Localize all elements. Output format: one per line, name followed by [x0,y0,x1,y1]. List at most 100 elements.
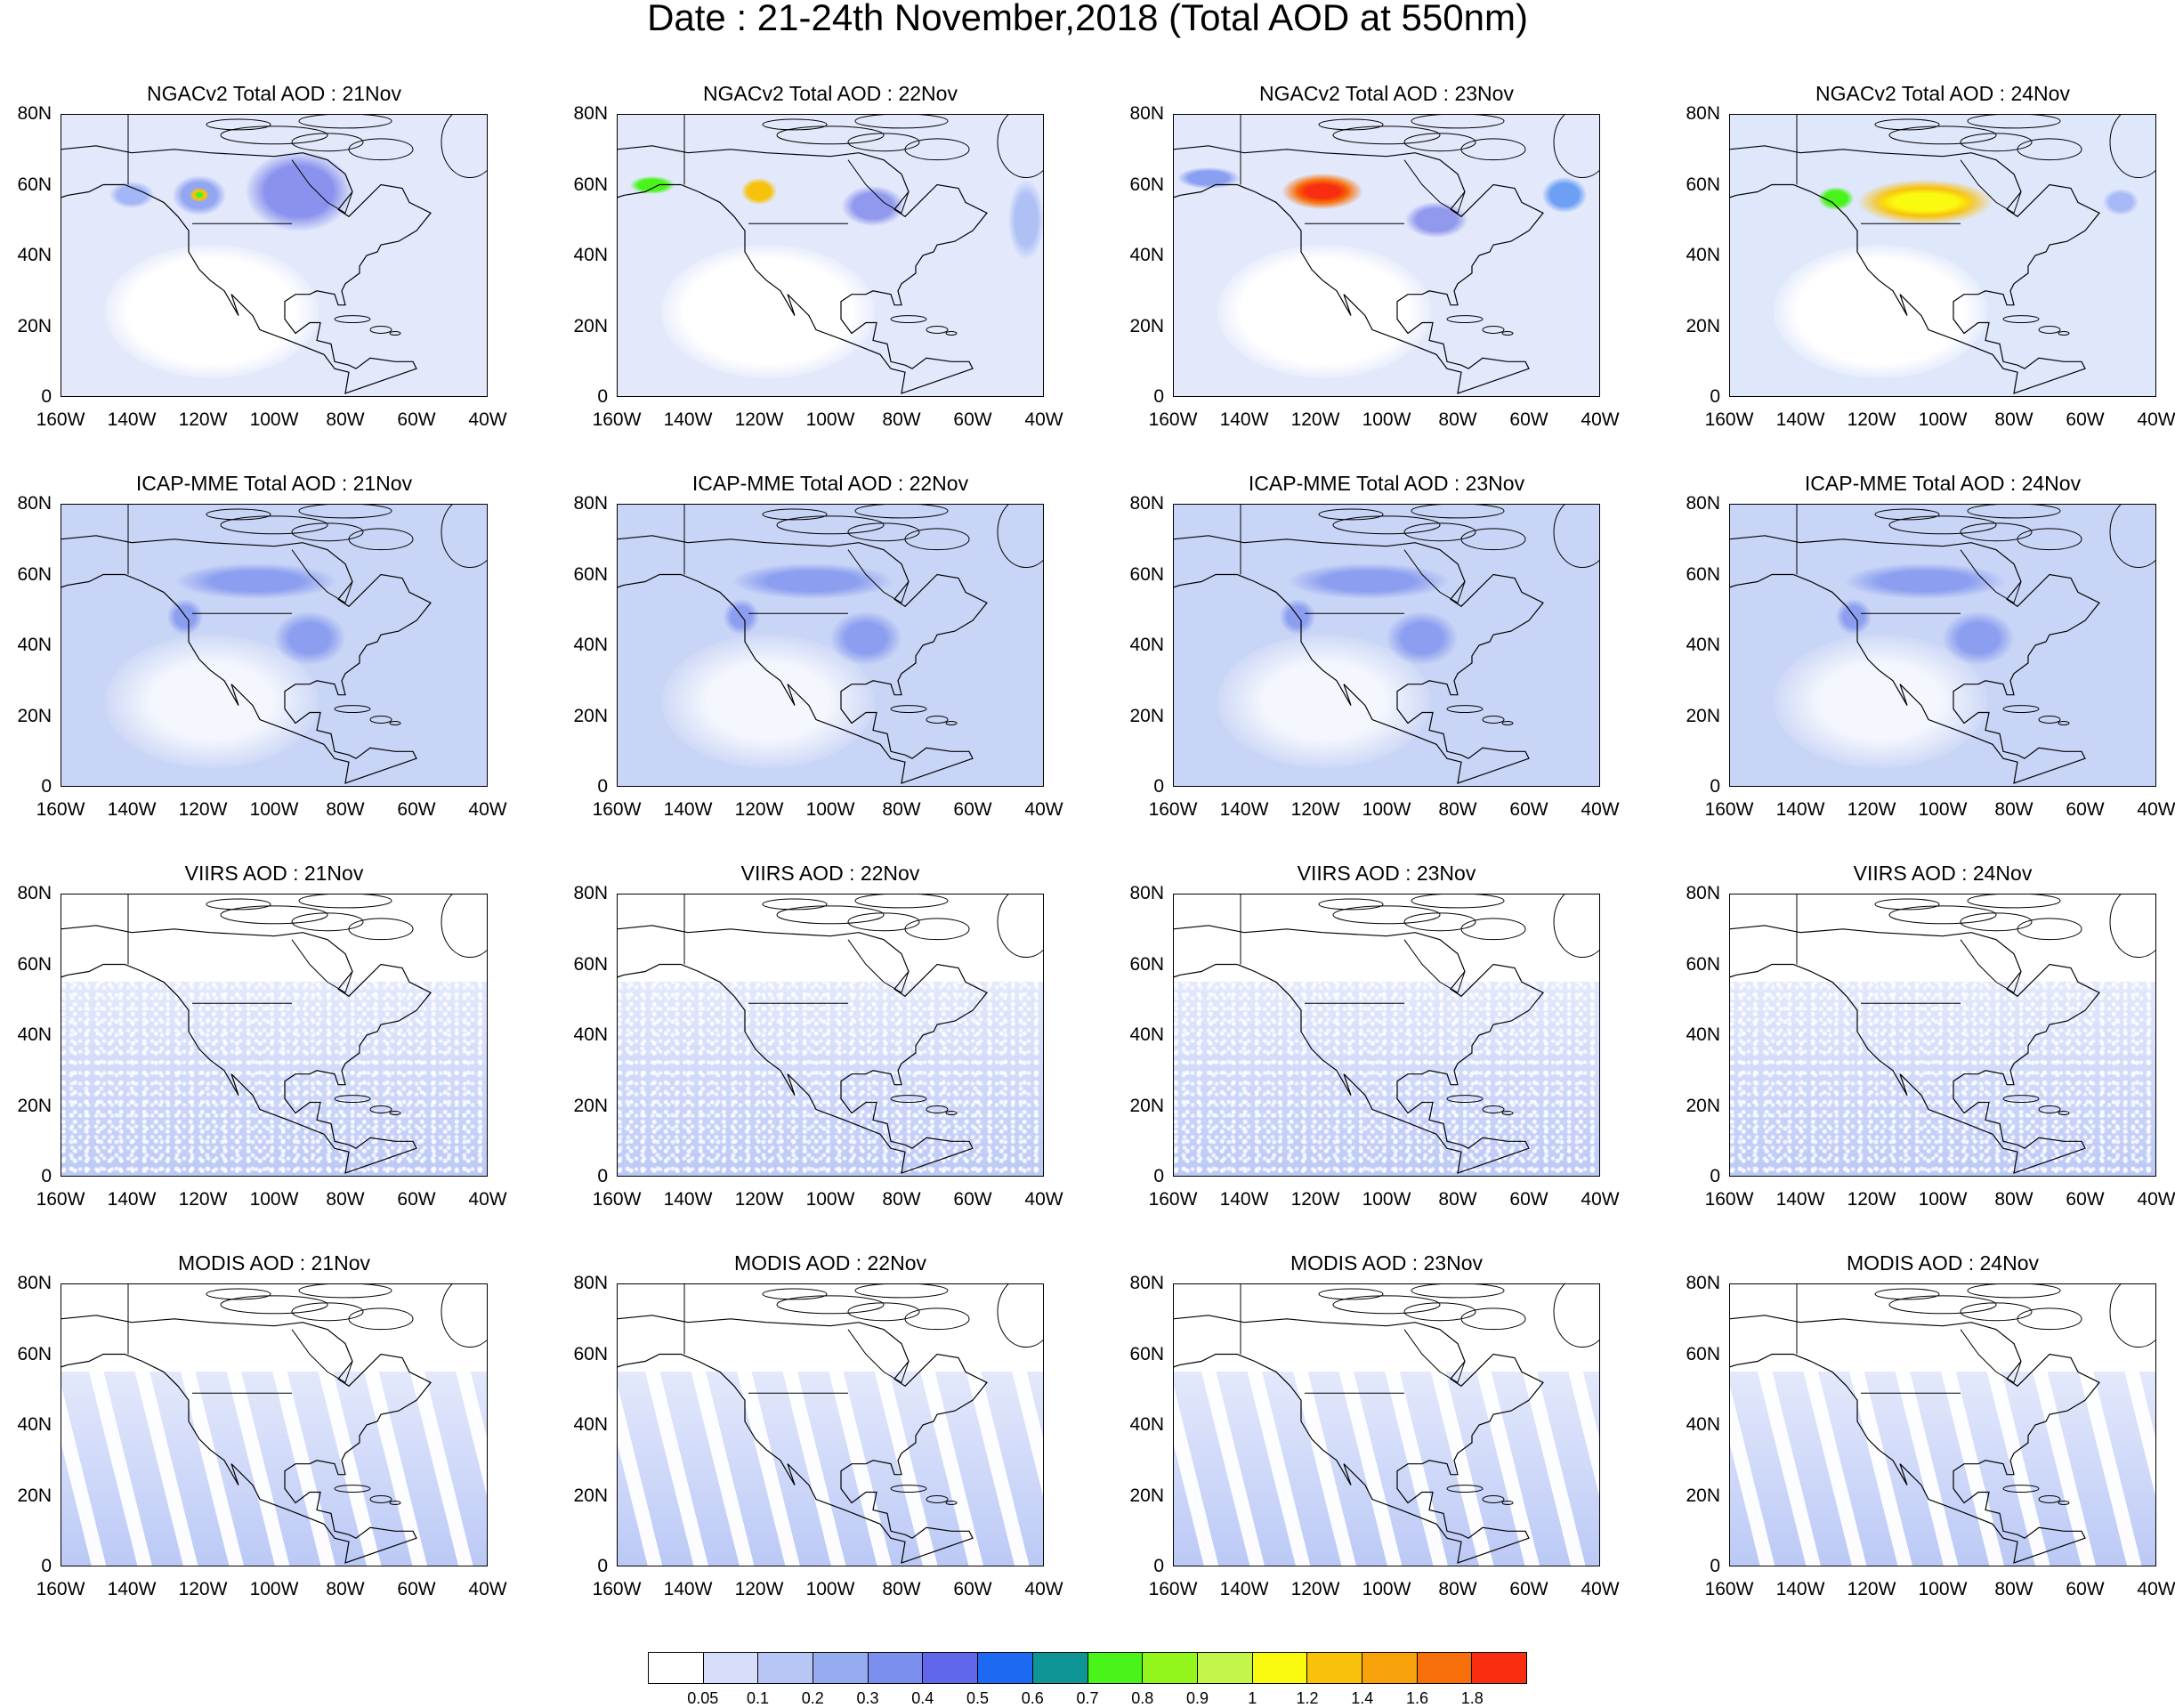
aod-hotspot [732,563,893,600]
x-tick-label: 60W [953,409,992,430]
colorbar-swatch [1088,1653,1144,1683]
aod-retrieval-area [61,982,488,1177]
map-plot [1173,894,1600,1177]
y-tick-label: 40N [573,635,608,655]
map-plot [617,1283,1044,1566]
aod-hotspot [1836,599,1872,635]
y-tick-label: 0 [41,776,52,797]
y-tick-label: 60N [1686,1343,1720,1364]
x-tick-label: 60W [397,1189,436,1210]
map-plot [1173,1283,1600,1566]
panel-title: NGACv2 Total AOD : 24Nov [1815,82,2070,105]
x-tick-label: 140W [663,409,713,430]
map-plot [1729,894,2156,1177]
y-tick-label: 0 [1153,1556,1164,1576]
y-tick-label: 80N [1686,493,1720,514]
coastline-outline [1729,114,2156,394]
x-tick-label: 80W [1994,799,2034,820]
x-tick-label: 140W [107,1579,157,1599]
colorbar-label: 0.3 [856,1689,879,1707]
aod-hotspot [1818,187,1854,211]
y-tick-label: 80N [573,1273,608,1293]
y-tick-label: 60N [1129,563,1164,585]
x-tick-label: 40W [1581,409,1620,430]
x-tick-label: 120W [1847,1579,1896,1599]
y-tick-label: 0 [1153,386,1164,407]
map-panel: ICAP-MME Total AOD : 24Nov 80N 60N 40N 20N 0 1… [1667,468,2175,840]
x-tick-label: 80W [1994,1579,2034,1599]
colorbar-swatch [923,1653,979,1683]
y-tick-label: 0 [1153,1166,1164,1186]
aod-retrieval-area [1729,1372,2156,1566]
panel-title: ICAP-MME Total AOD : 24Nov [1804,472,2082,495]
x-tick-label: 80W [1994,1189,2034,1210]
panel-title: VIIRS AOD : 21Nov [184,862,364,885]
x-tick-label: 160W [1148,1579,1198,1599]
x-tick-label: 80W [326,799,365,820]
map-plot [1729,504,2156,787]
map-panel: NGACv2 Total AOD : 22Nov 80N 60N 40N 20N 0 160… [554,78,1106,450]
x-tick-label: 120W [1847,409,1896,430]
swath-gap-pattern [1729,1283,2156,1566]
plot-frame [1729,114,2156,397]
swath-gap-pattern [1173,1283,1600,1566]
x-tick-label: 100W [1362,799,1411,820]
coastline-outline [1729,504,2156,784]
y-tick-label: 20N [1686,315,1720,336]
y-tick-label: 40N [1686,1414,1720,1435]
y-tick-label: 80N [1686,103,1720,124]
x-tick-label: 40W [1581,799,1620,820]
x-tick-label: 100W [1362,409,1411,430]
clean-air-region [105,634,319,768]
colorbar-swatch [1362,1653,1418,1683]
y-tick-label: 0 [597,776,608,797]
plot-frame [61,894,488,1177]
y-tick-label: 40N [17,635,52,655]
y-tick-label: 20N [17,315,52,336]
y-tick-label: 40N [1129,635,1164,655]
aod-retrieval-area [617,1372,1044,1566]
colorbar-label: 1.6 [1405,1689,1429,1707]
x-tick-label: 40W [1024,799,1063,820]
x-tick-label: 40W [2137,1189,2175,1210]
x-tick-label: 100W [805,1189,855,1210]
map-plot [1729,114,2156,397]
y-tick-label: 20N [1129,705,1164,726]
x-tick-label: 140W [663,799,713,820]
coastline-outline [61,114,488,394]
colorbar-swatch [1032,1653,1088,1683]
y-tick-label: 20N [1129,1485,1164,1506]
y-tick-label: 60N [1686,563,1720,585]
x-tick-label: 100W [1918,1189,1968,1210]
aod-hotspot [830,611,902,666]
y-tick-label: 40N [1129,245,1164,265]
x-tick-label: 40W [468,1579,507,1599]
colorbar-swatch [1472,1653,1526,1683]
clean-air-region [661,244,875,378]
x-tick-label: 80W [1994,409,2034,430]
x-tick-label: 140W [1775,1579,1825,1599]
x-tick-label: 100W [1918,409,1968,430]
x-tick-label: 80W [882,799,921,820]
x-tick-label: 140W [107,1189,157,1210]
y-tick-label: 40N [17,245,52,265]
plot-frame [61,1283,488,1566]
aod-hotspot [1387,611,1458,666]
x-tick-label: 120W [1290,799,1340,820]
y-tick-label: 40N [1129,1024,1164,1045]
colorbar-label: 0.8 [1131,1689,1154,1707]
aod-hotspot [1008,180,1044,261]
x-tick-label: 100W [1362,1579,1411,1599]
x-tick-label: 40W [1024,1189,1063,1210]
x-tick-label: 40W [1024,1579,1063,1599]
x-tick-label: 160W [36,799,85,820]
colorbar-swatch [868,1653,924,1683]
y-tick-label: 0 [1710,386,1720,407]
colorbar-label: 0.6 [1021,1689,1044,1707]
y-tick-label: 80N [573,493,608,514]
x-tick-label: 80W [1438,799,1477,820]
x-tick-label: 40W [468,409,507,430]
aod-retrieval-area [1729,982,2156,1177]
y-tick-label: 60N [573,174,608,195]
plot-frame [617,1283,1044,1566]
